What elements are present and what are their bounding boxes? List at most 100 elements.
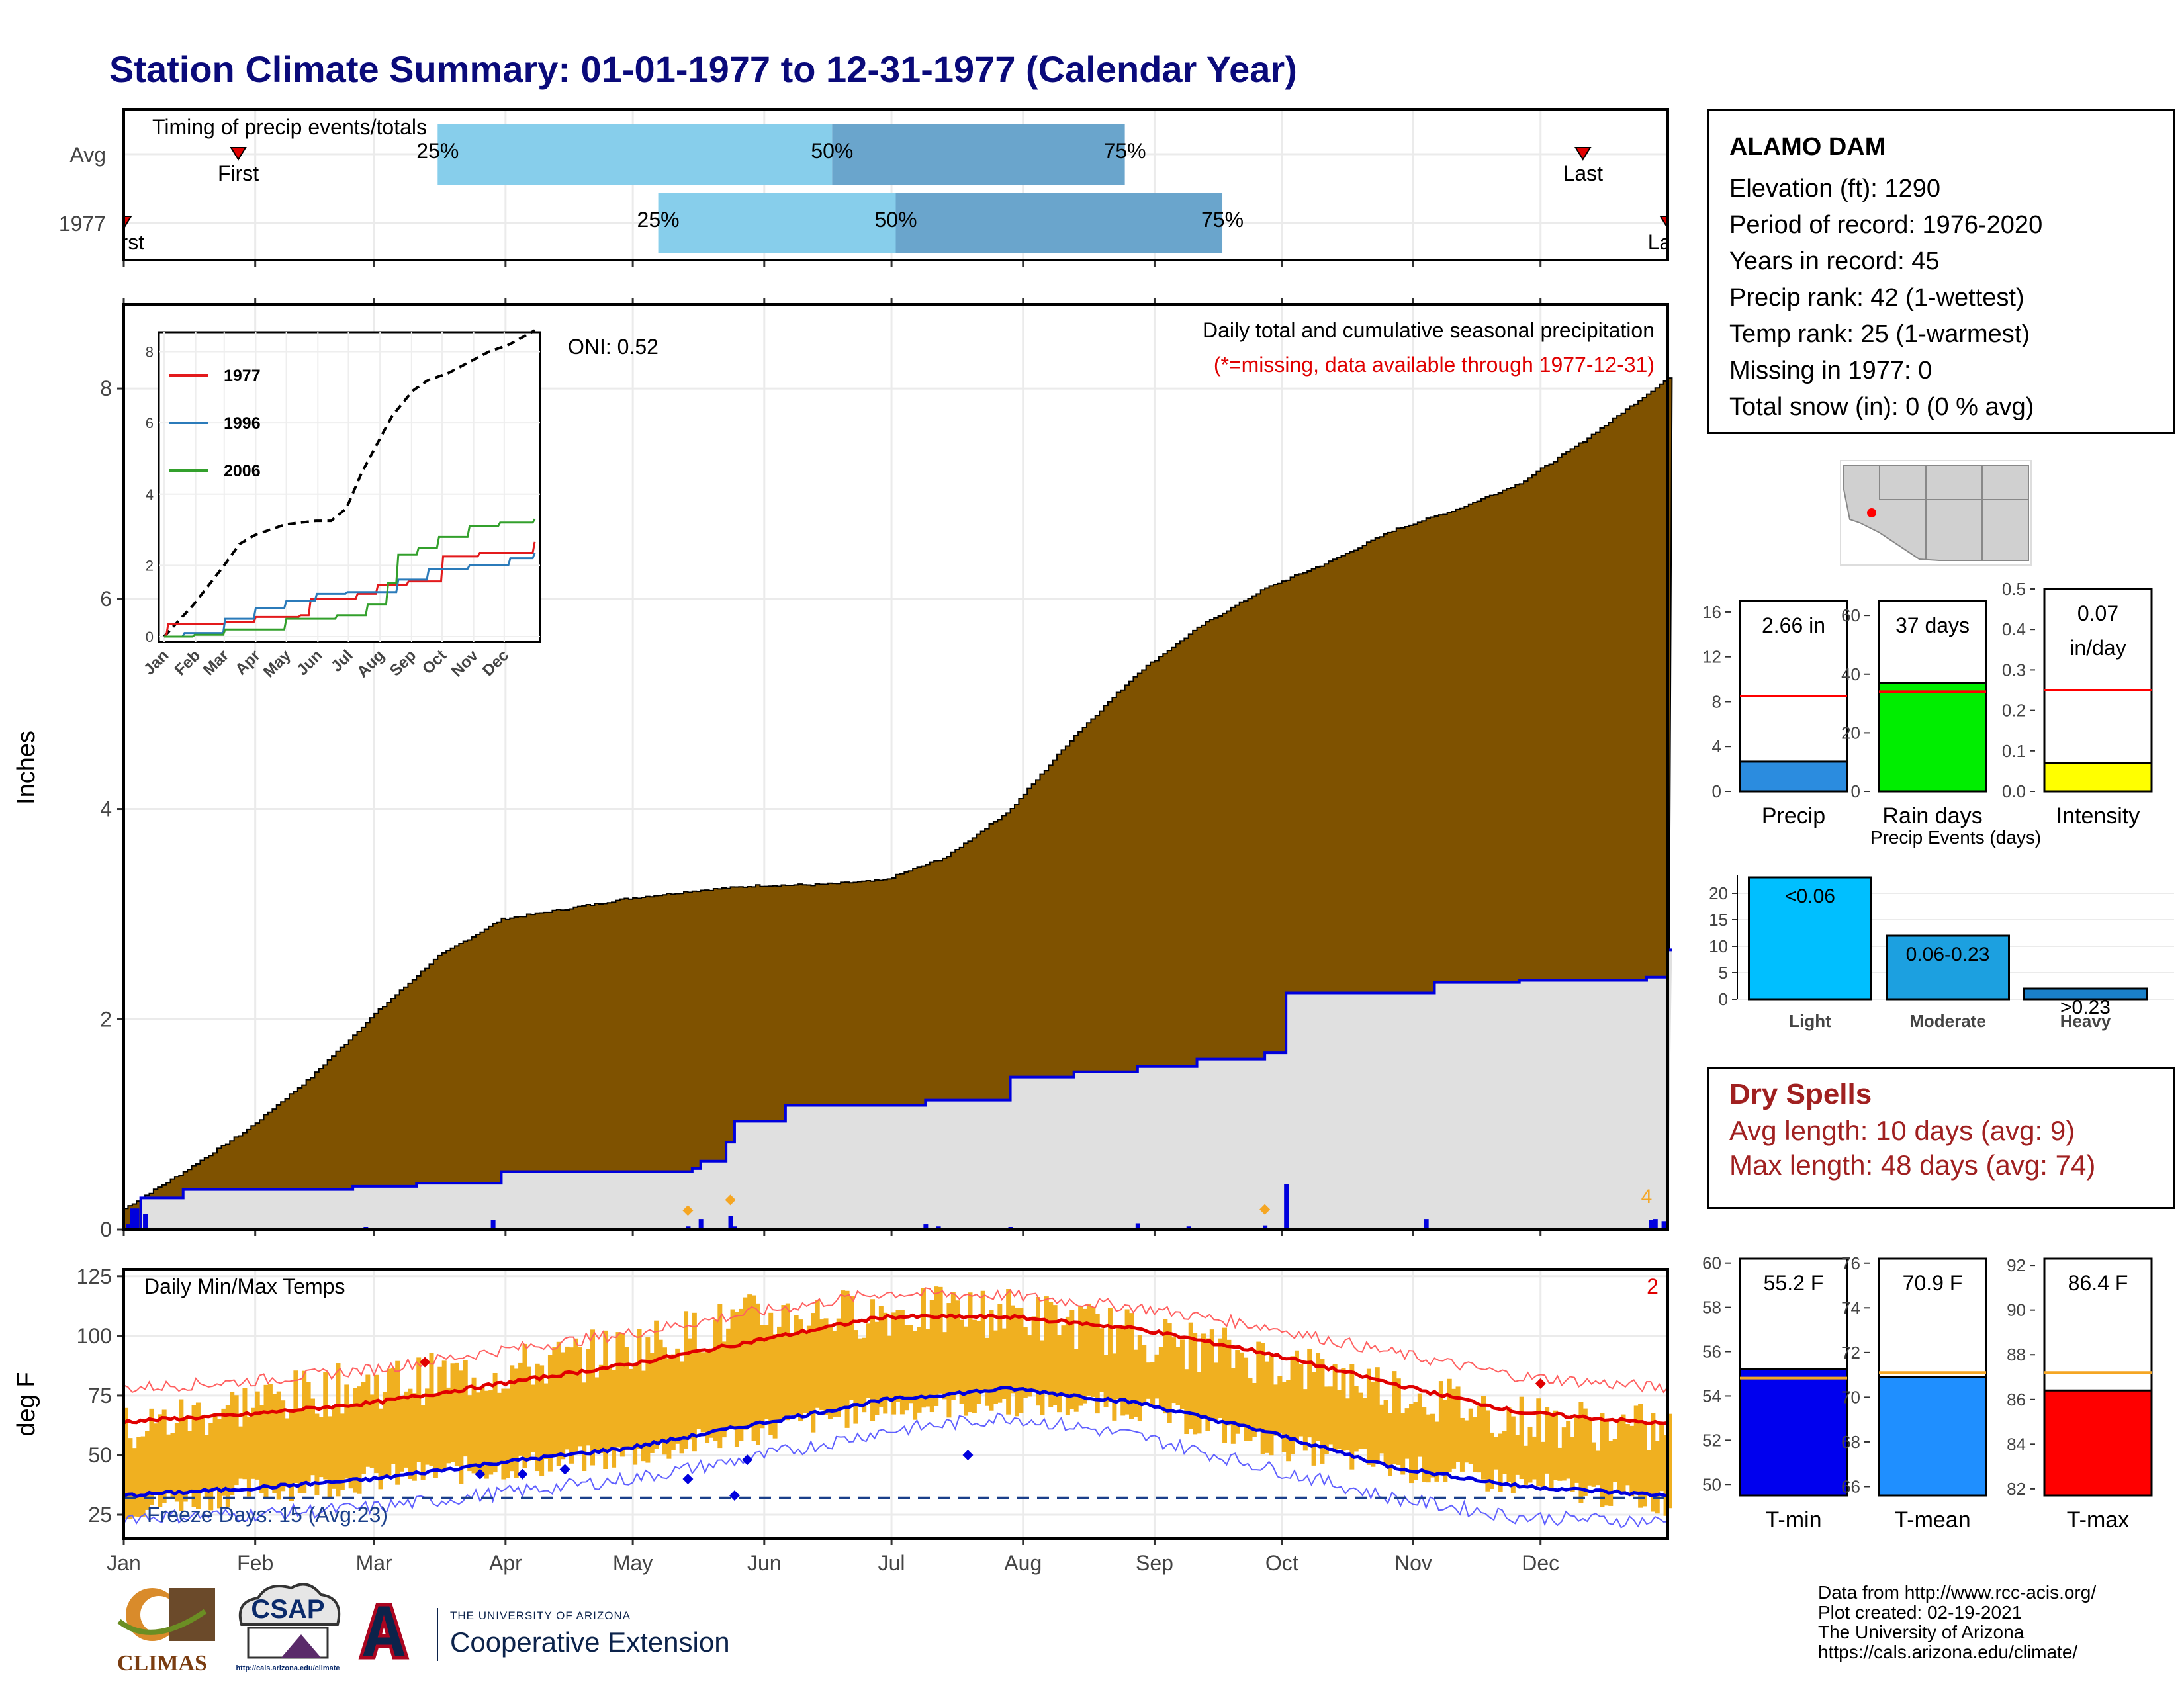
daily-temp-bar: [1659, 1425, 1664, 1492]
daily-temp-bar: [582, 1382, 587, 1472]
daily-temp-bar: [878, 1306, 884, 1407]
daily-temp-bar: [1091, 1306, 1096, 1398]
daily-temp-bar: [1248, 1378, 1253, 1441]
daily-temp-bar: [985, 1337, 990, 1406]
intensity-ytick-label: 0.3: [2002, 660, 2026, 680]
daily-temp-bar: [895, 1310, 901, 1402]
credit-source: Data from http://www.rcc-acis.org/: [1818, 1582, 2097, 1603]
daily-temp-bar: [1366, 1368, 1371, 1465]
daily-temp-bar: [289, 1409, 294, 1501]
daily-temp-bar: [200, 1415, 205, 1490]
daily-temp-bar: [183, 1417, 188, 1502]
temp-max-ytick-label: 84: [2007, 1434, 2026, 1454]
inset-legend-label: 1996: [224, 414, 261, 433]
oni-label: ONI: 0.52: [568, 335, 659, 359]
daily-precip-bar: [732, 1226, 737, 1229]
daily-temp-bar: [459, 1370, 464, 1484]
first-event-label: First: [218, 161, 259, 185]
daily-temp-bar: [429, 1353, 434, 1466]
locator-map: [1840, 460, 2032, 566]
daily-temp-bar: [1561, 1427, 1567, 1481]
daily-temp-bar: [743, 1297, 748, 1430]
daily-temp-bar: [777, 1326, 782, 1423]
daily-temp-bar: [1404, 1408, 1410, 1459]
daily-temp-bar: [607, 1366, 612, 1449]
temp-min-ytick-label: 52: [1702, 1430, 1721, 1450]
daily-temp-bar: [772, 1334, 778, 1439]
extreme-precip-marker: [682, 1205, 694, 1216]
daily-temp-bar: [136, 1437, 142, 1517]
freeze-days-label: Freeze Days: 15 (Avg:23): [147, 1503, 388, 1527]
daily-temp-bar: [1273, 1384, 1278, 1436]
daily-temp-bar: [501, 1388, 506, 1480]
daily-temp-bar: [552, 1347, 557, 1456]
daily-temp-bar: [488, 1390, 494, 1475]
daily-temp-bar: [679, 1361, 684, 1454]
daily-temp-bar: [1116, 1327, 1121, 1400]
daily-temp-bar: [1158, 1347, 1163, 1407]
temp-max-ytick-label: 92: [2007, 1255, 2026, 1275]
daily-temp-bar: [323, 1372, 328, 1480]
daily-temp-bar: [1082, 1308, 1087, 1404]
daily-temp-bar: [569, 1347, 574, 1464]
daily-temp-bar: [577, 1346, 582, 1447]
daily-temp-bar: [1396, 1378, 1401, 1465]
precip-events-ytick-label: 5: [1719, 963, 1728, 983]
daily-temp-bar: [917, 1327, 922, 1413]
daily-temp-bar: [556, 1341, 561, 1466]
precip-total-ytick-label: 16: [1702, 602, 1721, 622]
daily-temp-bar: [399, 1398, 404, 1472]
precip-corner-count: 4: [1641, 1186, 1653, 1208]
daily-temp-bar: [1124, 1309, 1130, 1415]
daily-temp-bar: [374, 1374, 379, 1474]
daily-temp-bar: [1230, 1368, 1236, 1444]
daily-temp-bar: [314, 1413, 320, 1495]
daily-temp-bar: [684, 1311, 689, 1449]
inset-ytick-label: 2: [146, 557, 154, 574]
temp-mean-value-label: 70.9 F: [1903, 1271, 1963, 1295]
daily-temp-bar: [1099, 1328, 1105, 1392]
daily-temp-bar: [1430, 1413, 1435, 1478]
precip-events-category: Light: [1789, 1011, 1831, 1031]
station-period: Period of record: 1976-2020: [1729, 211, 2043, 239]
daily-temp-bar: [921, 1288, 926, 1408]
daily-temp-bar: [929, 1300, 934, 1413]
month-label: May: [613, 1551, 653, 1575]
daily-temp-bar: [1052, 1305, 1058, 1405]
precip-events-ytick-label: 20: [1709, 883, 1728, 903]
daily-temp-bar: [543, 1383, 549, 1460]
daily-temp-bar: [760, 1325, 765, 1429]
daily-temp-bar: [221, 1408, 226, 1496]
daily-temp-bar: [450, 1363, 455, 1462]
daily-temp-bar: [267, 1384, 273, 1487]
daily-temp-bar: [619, 1333, 625, 1457]
daily-temp-bar: [980, 1290, 985, 1391]
daily-temp-bar: [497, 1392, 502, 1462]
daily-temp-bar: [1197, 1372, 1202, 1434]
temp-max-ytick-label: 82: [2007, 1479, 2026, 1499]
intensity-value-label: 0.07: [2077, 602, 2118, 625]
daily-temp-bar: [811, 1313, 816, 1433]
station-elevation: Elevation (ft): 1290: [1729, 175, 1940, 202]
daily-temp-bar: [255, 1391, 260, 1480]
daily-temp-bar: [802, 1331, 807, 1413]
climas-text: CLIMAS: [116, 1651, 208, 1675]
daily-temp-bar: [637, 1329, 642, 1449]
month-label: Jun: [747, 1551, 782, 1575]
inset-series-line: [164, 553, 536, 638]
daily-temp-bar: [815, 1300, 820, 1408]
dry-spells-box: Dry Spells Avg length: 10 days (avg: 9) …: [1707, 1067, 2175, 1209]
precip-total-ytick-label: 4: [1712, 736, 1721, 756]
daily-temp-bar: [1422, 1407, 1427, 1482]
daily-temp-bar: [1353, 1386, 1359, 1452]
daily-temp-bar: [1498, 1433, 1503, 1492]
daily-temp-bar: [302, 1370, 307, 1493]
daily-temp-bar: [1646, 1450, 1651, 1495]
daily-temp-bar: [1332, 1364, 1338, 1452]
daily-temp-bar: [1545, 1407, 1550, 1474]
daily-temp-bar: [1184, 1369, 1189, 1435]
daily-temp-bar: [475, 1392, 480, 1474]
daily-temp-bar: [1171, 1337, 1177, 1404]
timing-bar-25-50: [437, 124, 833, 185]
daily-temp-bar: [1218, 1338, 1223, 1418]
